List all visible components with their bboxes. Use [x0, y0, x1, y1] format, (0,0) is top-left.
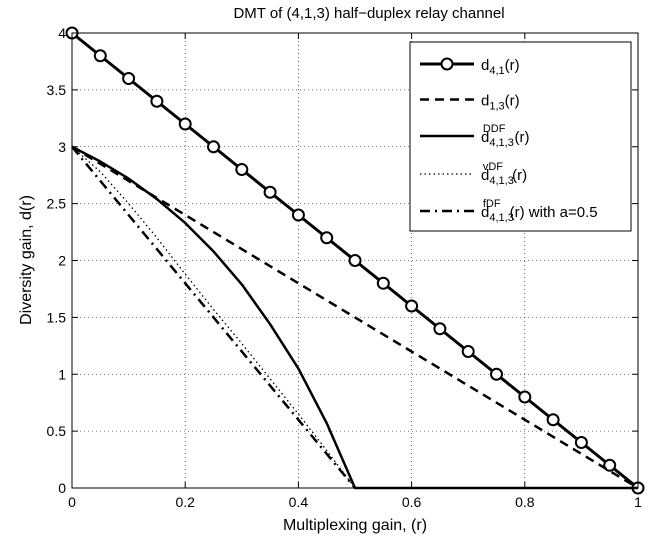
legend-label-superscript: DDF [483, 123, 506, 135]
y-tick-label: 2 [58, 253, 66, 269]
data-point-d41 [235, 163, 249, 176]
data-point-d41 [433, 322, 447, 336]
series-line-d13 [71, 145, 639, 490]
legend-label-subscript: 4,1 [489, 65, 504, 77]
legend-label-subscript: 1,3 [489, 101, 504, 113]
y-tick-label: 1 [58, 366, 66, 382]
data-point-d41 [574, 436, 588, 449]
y-tick-label: 0 [58, 480, 66, 496]
data-point-d41 [546, 413, 560, 427]
chart-title: DMT of (4,1,3) half−duplex relay channel [233, 5, 504, 22]
data-point-d41 [178, 117, 192, 131]
data-point-d41 [461, 345, 475, 358]
legend-label-fdf: d4,1,3 fDF (r) with a=0.5 [481, 198, 598, 224]
legend-label-ddf: d4,1,3 DDF (r) [481, 123, 530, 149]
y-tick-label: 3 [58, 139, 66, 155]
x-tick-label: 0.4 [289, 494, 309, 510]
data-point-d41 [518, 390, 532, 404]
data-point-d41 [93, 49, 107, 63]
x-tick-label: 0.8 [515, 494, 535, 510]
y-tick-label: 3.5 [47, 82, 67, 98]
data-point-d41 [150, 94, 164, 108]
legend-label-base: d [481, 129, 489, 146]
x-axis-label: Multiplexing gain, (r) [283, 517, 427, 534]
legend-label-superscript: fDF [483, 198, 501, 210]
data-point-d41 [376, 276, 390, 290]
legend-label-subscript: 4,1,3 [489, 137, 513, 149]
y-tick-label: 2.5 [47, 196, 67, 212]
legend-label-base: d [481, 93, 489, 110]
legend-label-base: d [481, 57, 489, 74]
legend-label-d13: d1,3(r) [481, 93, 520, 113]
legend-label-subscript: 4,1,3 [489, 175, 513, 187]
series-line-vdf [71, 146, 356, 489]
legend-label-superscript: vDF [483, 161, 503, 173]
data-point-d41 [348, 254, 362, 267]
data-point-d41 [207, 140, 220, 154]
legend-marker-d41 [440, 57, 454, 71]
legend-label-tail: (r) [505, 93, 520, 110]
legend-label-tail: (r) [512, 167, 527, 184]
series-line-fdf [71, 145, 356, 489]
x-tick-label: 1 [634, 494, 642, 510]
data-point-d41 [405, 299, 419, 313]
data-point-d41 [291, 208, 305, 222]
data-point-d41 [490, 367, 503, 381]
axis-ticks: 0 0.2 0.4 0.6 0.8 1 0 0.5 1 1.5 2 2.5 3 3.5 4 [47, 25, 643, 510]
x-tick-label: 0 [68, 494, 76, 510]
legend-label-tail: (r) [505, 57, 520, 74]
legend: d4,1(r)d1,3(r)d4,1,3DDF (r)d4,1,3vDF (r)d4… [409, 41, 632, 232]
data-point-d41 [320, 231, 334, 245]
y-tick-label: 4 [58, 25, 66, 41]
legend-label-base: d [481, 167, 489, 184]
x-tick-label: 0.2 [175, 494, 195, 510]
y-axis-label: Diversity gain, d(r) [18, 195, 35, 325]
data-point-d41 [263, 185, 277, 199]
legend-label-vdf: d4,1,3 vDF (r) [481, 161, 527, 187]
y-tick-label: 0.5 [47, 423, 67, 439]
data-point-d41 [122, 72, 136, 85]
y-tick-label: 1.5 [47, 309, 67, 325]
legend-label-tail: (r) with a=0.5 [510, 204, 598, 221]
legend-label-subscript: 4,1,3 [489, 212, 513, 224]
legend-label-tail: (r) [515, 129, 530, 146]
legend-label-base: d [481, 204, 489, 221]
legend-label-d41: d4,1(r) [481, 57, 520, 77]
series-layer [65, 26, 645, 495]
x-tick-label: 0.6 [402, 494, 422, 510]
